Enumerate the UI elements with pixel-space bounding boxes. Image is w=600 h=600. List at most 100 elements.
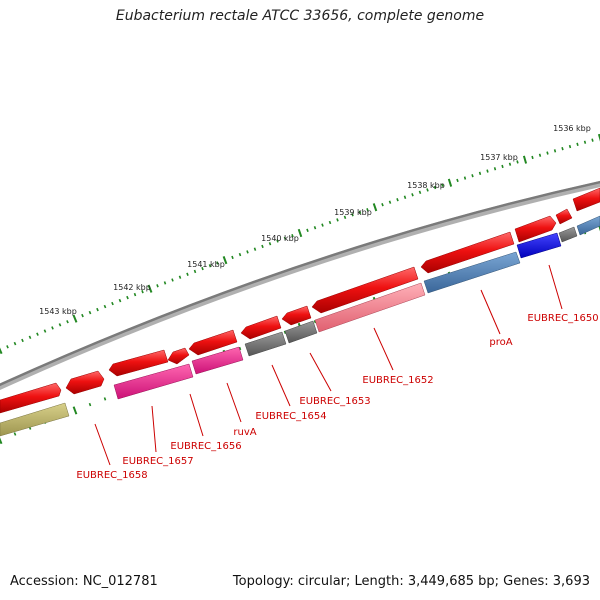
backbone-shadow [0,181,600,391]
scale-tick [501,164,504,169]
gene-label-ruva[interactable]: ruvA [233,427,256,438]
scale-tick [13,341,17,346]
scale-tick [538,153,542,157]
scale-tick [403,195,407,199]
scale-label-1542: 1542 kbp [113,283,151,292]
gene-label-eubrec-1654[interactable]: EUBREC_1654 [255,411,326,422]
scale-tick [336,218,339,222]
gene-label-eubrec-1653[interactable]: EUBREC_1653 [299,396,370,407]
label-leader [226,382,242,423]
scale-tick [0,347,3,355]
scale-tick [591,138,594,142]
scale-tick [193,269,197,274]
scale-tick [568,144,572,149]
scale-tick [43,329,47,333]
gene-label-eubrec-1658[interactable]: EUBREC_1658 [76,470,147,481]
scale-tick [372,203,378,212]
scale-tick [88,402,92,407]
gene-arrow[interactable] [65,370,105,395]
scale-label-1543: 1543 kbp [39,307,77,316]
gene-arrow[interactable] [514,215,557,243]
scale-tick [103,397,107,401]
feature-bright-blue[interactable] [516,232,562,259]
feature-magenta[interactable] [191,346,244,375]
scale-tick [268,242,272,246]
gene-arrow[interactable] [240,315,282,340]
gene-label-eubrec-1656[interactable]: EUBREC_1656 [170,441,241,452]
scale-tick [478,171,482,176]
gene-label-eubrec-1657[interactable]: EUBREC_1657 [122,456,193,467]
feature-magenta[interactable] [113,363,194,400]
gene-arrow[interactable] [281,305,312,326]
map-title: Eubacterium rectale ATCC 33656, complete… [115,8,485,24]
scale-tick [597,133,600,142]
scale-tick [28,335,32,340]
label-leader [271,364,291,407]
scale-tick [313,320,317,324]
gene-label-eubrec-1650[interactable]: EUBREC_1650 [527,313,598,324]
scale-tick [447,178,453,187]
feature-gray[interactable] [284,320,318,344]
gene-arrow[interactable] [167,347,190,365]
accession-text: Accession: NC_012781 [10,574,158,589]
scale-tick [396,198,399,202]
scale-tick [328,220,332,225]
feature-gray[interactable] [558,226,578,243]
scale-tick [178,275,182,279]
scale-tick [96,307,99,312]
feature-olive[interactable] [0,402,70,437]
scale-label-1537: 1537 kbp [480,153,518,162]
scale-tick [51,326,54,330]
scale-tick [463,176,467,180]
gene-arrow[interactable] [108,349,169,377]
scale-tick [156,284,159,288]
scale-tick [456,178,459,183]
scale-tick [283,330,287,334]
scale-tick [493,167,497,171]
gene-arrow[interactable] [572,187,600,212]
scale-label-1539: 1539 kbp [334,208,372,217]
scale-tick [583,140,587,144]
scale-tick [351,213,354,217]
gene-arrow[interactable] [555,208,573,225]
scale-tick [358,210,362,214]
scale-tick [343,215,347,220]
label-leader [309,352,332,392]
scale-tick [201,266,204,271]
scale-tick [141,290,144,294]
scale-tick [147,284,153,293]
topology-summary: Topology: circular; Length: 3,449,685 bp… [232,574,590,589]
scale-tick [381,203,384,207]
scale-tick [222,256,228,265]
label-leader [94,423,111,466]
scale-tick [291,233,294,238]
gene-arrow[interactable] [420,231,515,274]
gene-label-proa[interactable]: proA [489,337,512,348]
gene-arrow[interactable] [0,382,62,414]
feature-blue[interactable] [576,215,600,236]
scale-label-1541: 1541 kbp [187,260,225,269]
label-leader [548,264,563,310]
scale-tick [508,162,512,166]
scale-tick [103,304,107,309]
scale-label-1540: 1540 kbp [261,234,299,243]
scale-tick [13,432,17,436]
gene-arrow[interactable] [311,266,419,314]
gene-arrow[interactable] [188,329,238,356]
scale-tick [546,151,549,155]
feature-gray[interactable] [244,331,287,357]
scale-tick [58,323,62,327]
scale-tick [433,185,437,190]
gene-label-eubrec-1652[interactable]: EUBREC_1652 [362,375,433,386]
scale-label-1536: 1536 kbp [553,124,591,133]
feature-pink[interactable] [314,282,426,333]
label-leader [480,289,501,335]
scale-tick [366,208,369,212]
scale-tick [426,188,429,192]
feature-blue[interactable] [423,251,521,294]
scale-tick [297,228,303,238]
scale-tick [126,295,129,300]
scale-tick [6,345,9,349]
